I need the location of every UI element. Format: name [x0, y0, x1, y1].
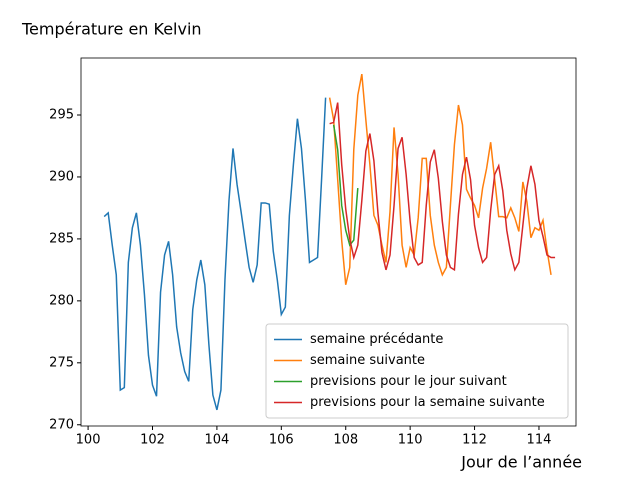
series-line	[329, 102, 556, 272]
legend-label: previsions pour la semaine suivante	[310, 395, 545, 410]
series-line	[332, 124, 359, 247]
y-tick-label: 275	[49, 355, 74, 370]
y-tick-label: 270	[49, 417, 74, 432]
series-line	[328, 73, 552, 285]
legend-label: semaine suivante	[310, 353, 425, 368]
legend-label: previsions pour le jour suivant	[310, 374, 507, 389]
y-tick-label: 285	[49, 231, 74, 246]
x-tick-label: 106	[269, 433, 294, 448]
y-tick-label: 295	[49, 107, 74, 122]
plot-frame	[80, 57, 577, 427]
legend-box	[265, 323, 569, 419]
x-tick-label: 104	[204, 433, 229, 448]
series-line	[103, 97, 327, 411]
chart-title: Température en Kelvin	[21, 20, 202, 39]
x-tick-label: 112	[462, 433, 487, 448]
legend-label: semaine précédante	[310, 332, 443, 347]
x-tick-label: 114	[527, 433, 552, 448]
x-tick-label: 100	[76, 433, 101, 448]
y-tick-label: 290	[49, 169, 74, 184]
x-tick-label: 110	[398, 433, 423, 448]
y-tick-label: 280	[49, 293, 74, 308]
x-axis-label: Jour de l’année	[460, 453, 582, 472]
x-tick-label: 108	[333, 433, 358, 448]
x-tick-label: 102	[140, 433, 165, 448]
